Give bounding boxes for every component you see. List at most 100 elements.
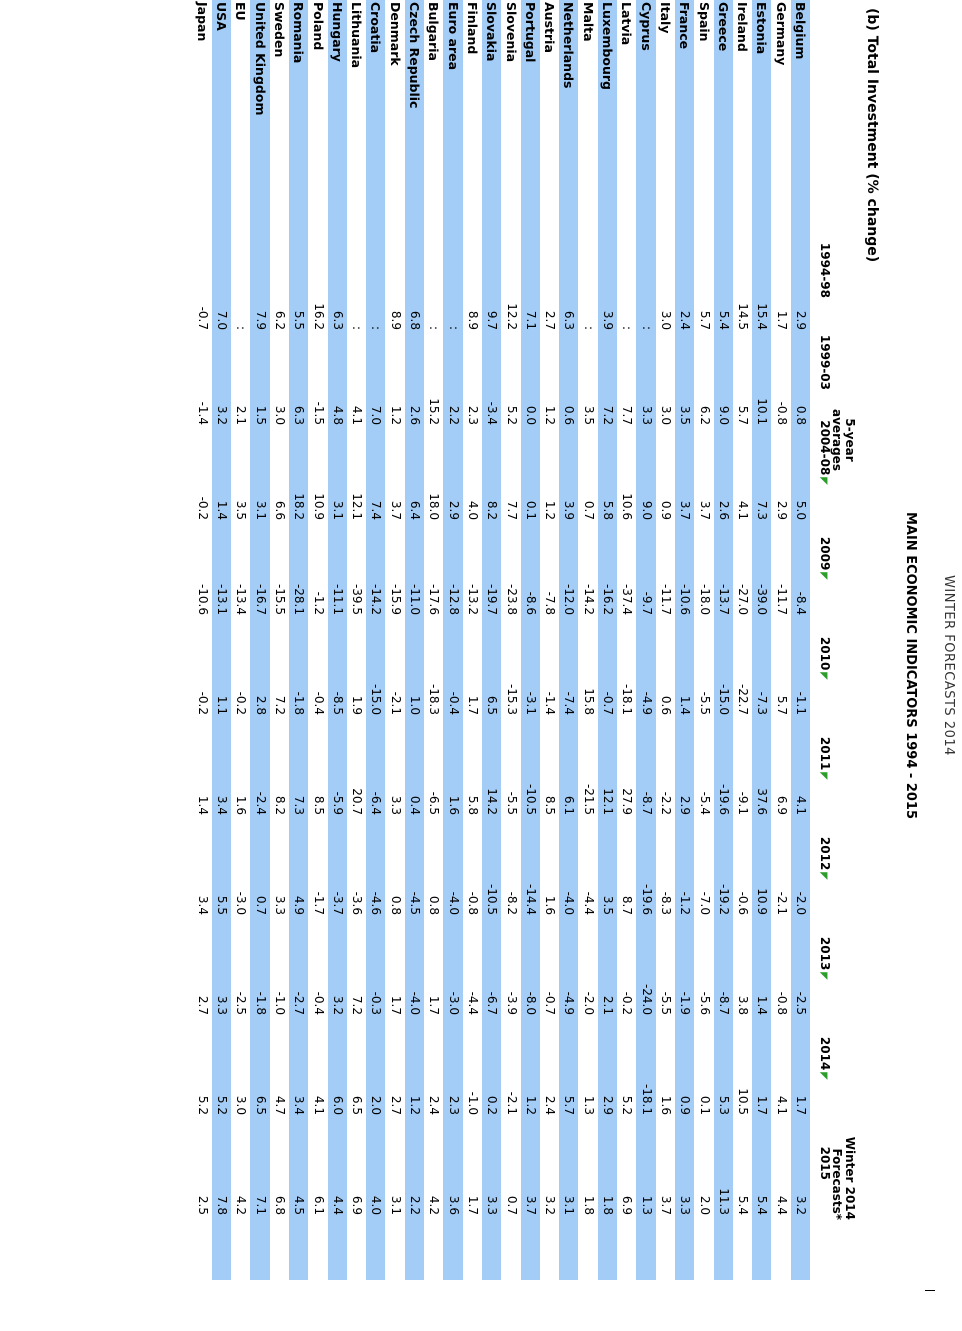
table-cell: 4.2	[427, 1195, 442, 1215]
table-cell: -5.5	[504, 791, 519, 815]
table-cell: 4.4	[774, 1195, 789, 1215]
table-cell: -18.3	[427, 683, 442, 715]
country-label: Luxembourg	[600, 2, 616, 90]
country-label: Netherlands	[561, 2, 577, 89]
table-cell: -3.1	[523, 691, 538, 715]
column-header: 2013◤	[818, 936, 832, 980]
table-cell: -6.7	[485, 991, 500, 1015]
column-header: 2014◤	[818, 1036, 832, 1080]
column-header: 2015	[818, 1146, 832, 1180]
table-cell: 1.9	[350, 695, 365, 715]
table-cell: -4.0	[408, 991, 423, 1015]
country-label: EU	[233, 2, 249, 21]
table-cell: -12.0	[562, 583, 577, 615]
table-cell: 2.2	[408, 1195, 423, 1215]
table-cell: 2.4	[427, 1095, 442, 1115]
table-cell: 18.0	[427, 493, 442, 520]
table-cell: :	[620, 325, 635, 330]
table-cell: 3.3	[678, 1195, 693, 1215]
table-cell: -7.8	[543, 591, 558, 615]
table-cell: 0.6	[658, 695, 673, 715]
table-cell: -1.2	[678, 891, 693, 915]
table-cell: 3.5	[601, 895, 616, 915]
table-cell: 7.3	[292, 795, 307, 815]
table-cell: 4.0	[465, 500, 480, 520]
table-cell: 1.6	[658, 1095, 673, 1115]
table-cell: 8.9	[465, 310, 480, 330]
table-cell: 7.2	[350, 995, 365, 1015]
table-cell: 6.5	[253, 1095, 268, 1115]
country-label: Japan	[194, 2, 210, 42]
table-cell: 7.3	[755, 500, 770, 520]
table-cell: 12.1	[601, 788, 616, 815]
table-cell: 7.8	[215, 1195, 230, 1215]
table-cell: 8.5	[543, 795, 558, 815]
table-cell: -19.7	[485, 583, 500, 615]
table-cell: 2.4	[543, 1095, 558, 1115]
table-row: Slovakia 9.7 -3.4 8.2 -19.7 6.5 14.2 -10.5 -6.7 0…	[481, 0, 502, 1280]
country-label: Finland	[464, 2, 480, 55]
table-cell: 20.7	[350, 788, 365, 815]
table-cell: 4.5	[292, 1195, 307, 1215]
table-cell: 5.4	[716, 310, 731, 330]
table-row: France 2.4 3.5 3.7 -10.6 1.4 2.9 -1.2 -1.9 0.9 3.3	[674, 0, 695, 1280]
table-cell: :	[369, 325, 384, 330]
table-cell: 7.0	[369, 405, 384, 425]
table-cell: -2.2	[658, 791, 673, 815]
country-label: Poland	[310, 2, 326, 51]
table-cell: 3.2	[543, 1195, 558, 1215]
table-cell: -22.7	[736, 683, 751, 715]
table-cell: -1.2	[311, 591, 326, 615]
table-cell: -21.5	[581, 783, 596, 815]
country-label: Austria	[542, 2, 558, 53]
table-cell: 6.2	[697, 405, 712, 425]
table-cell: 1.7	[427, 995, 442, 1015]
table-cell: 1.6	[446, 795, 461, 815]
table-cell: 10.6	[620, 493, 635, 520]
table-cell: 3.7	[523, 1195, 538, 1215]
table-cell: 0.1	[523, 500, 538, 520]
table-cell: 5.8	[465, 795, 480, 815]
country-label: France	[677, 2, 693, 50]
country-label: Latvia	[619, 2, 635, 46]
table-cell: -11.7	[774, 583, 789, 615]
table-cell: -8.2	[504, 891, 519, 915]
table-cell: 4.4	[330, 1195, 345, 1215]
table-cell: 3.7	[658, 1195, 673, 1215]
table-cell: -0.4	[311, 691, 326, 715]
table-cell: 0.4	[408, 795, 423, 815]
table-row: EU: 2.1 3.5 -13.4 -0.2 1.6 -3.0 -2.5 3.0 4.2	[231, 0, 250, 1280]
table-cell: 3.5	[581, 405, 596, 425]
table-cell: -15.5	[272, 583, 287, 615]
table-row: Italy 3.0 3.0 0.9 -11.7 0.6 -2.2 -8.3 -5.5 1.6 3.7	[656, 0, 675, 1280]
table-cell: 0.2	[485, 1095, 500, 1115]
table-cell: 3.1	[253, 500, 268, 520]
table-cell: -15.0	[716, 683, 731, 715]
table-cell: 2.5	[195, 1195, 210, 1215]
country-label: Euro area	[445, 2, 461, 71]
table-cell: -8.6	[523, 591, 538, 615]
table-cell: 7.2	[272, 695, 287, 715]
country-label: Sweden	[271, 2, 287, 58]
table-cell: 1.8	[581, 1195, 596, 1215]
table-cell: -2.1	[504, 1091, 519, 1115]
table-cell: 6.9	[620, 1195, 635, 1215]
table-row: United Kingdom 7.9 1.5 3.1 -16.7 2.8 -2.4 0.7 -1…	[250, 0, 270, 1280]
table-cell: 3.7	[697, 500, 712, 520]
table-cell: 9.7	[485, 310, 500, 330]
table-cell: -7.4	[562, 691, 577, 715]
table-cell: 3.9	[562, 500, 577, 520]
table-cell: 3.3	[639, 405, 654, 425]
table-row: Germany 1.7 -0.8 2.9 -11.7 5.7 6.9 -2.1 -0.8 4.1 4…	[771, 0, 790, 1280]
table-cell: 2.9	[601, 1095, 616, 1115]
table-cell: 4.7	[272, 1095, 287, 1115]
table-cell: -4.6	[369, 891, 384, 915]
table-cell: -4.0	[446, 891, 461, 915]
country-label: Bulgaria	[426, 2, 442, 61]
table-cell: 1.2	[543, 500, 558, 520]
table-cell: -2.0	[794, 891, 808, 915]
table-row: Hungary 6.3 4.8 3.1 -11.1 -8.5 -5.9 -3.7 3.2 6.0 4…	[327, 0, 347, 1280]
table-cell: -4.4	[581, 891, 596, 915]
table-cell: -10.5	[485, 883, 500, 915]
tick-mark-icon: ◤	[818, 477, 829, 485]
